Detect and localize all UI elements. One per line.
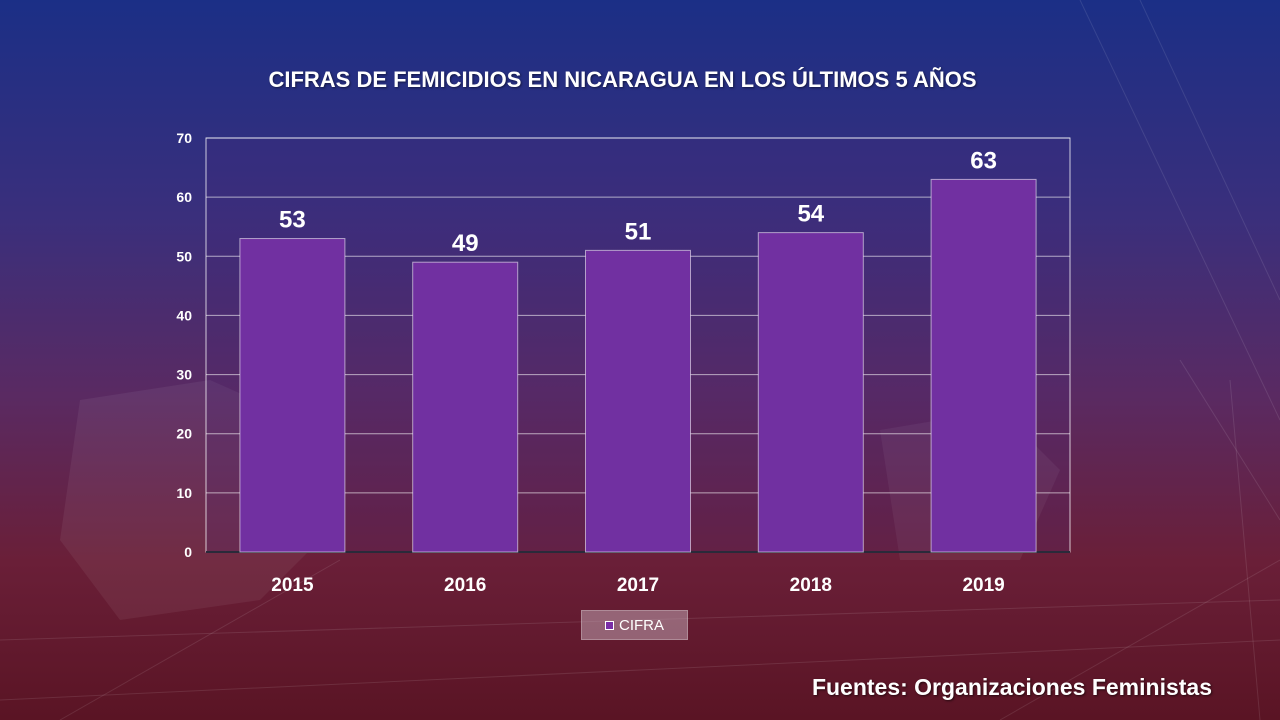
data-label: 53 [279,207,306,234]
x-tick-label: 2019 [962,575,1004,596]
x-tick-label: 2016 [444,575,486,596]
x-tick-label: 2018 [790,575,832,596]
data-label: 49 [452,230,479,257]
x-tick-label: 2017 [617,575,659,596]
y-tick-label: 60 [176,189,192,205]
source-note: Fuentes: Organizaciones Feministas [811,674,1212,700]
y-tick-label: 50 [176,248,192,264]
x-tick-label: 2015 [271,575,314,596]
data-label: 63 [970,147,997,174]
bar [757,232,864,553]
chart-title: CIFRAS DE FEMICIDIOS EN NICARAGUA EN LOS… [268,67,977,92]
legend: CIFRA [581,610,688,640]
y-tick-label: 40 [176,307,192,323]
bar [585,249,691,553]
y-tick-label: 0 [184,544,192,560]
data-label: 51 [625,218,652,245]
y-tick-label: 30 [176,367,192,383]
y-tick-label: 70 [176,130,192,146]
bar [239,238,346,553]
y-tick-label: 10 [176,485,192,501]
legend-label: CIFRA [619,616,664,634]
bar [930,178,1037,553]
legend-swatch [605,620,614,630]
bar [412,261,519,553]
data-label: 54 [797,201,824,228]
y-tick-label: 20 [176,426,192,442]
